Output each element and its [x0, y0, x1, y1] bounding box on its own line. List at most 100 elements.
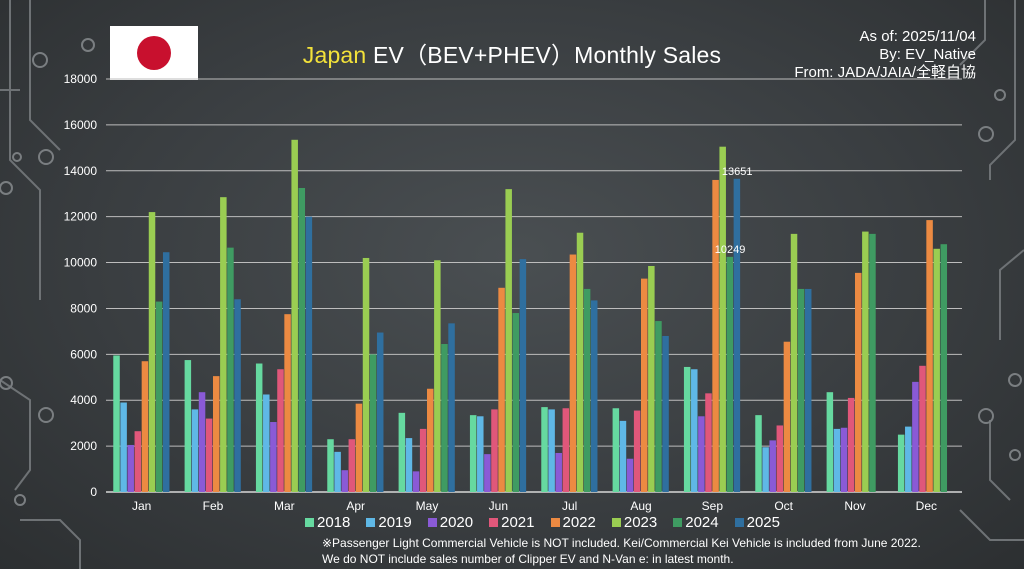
- bar-2022-feb: [213, 376, 220, 492]
- bar-2023-jun: [505, 189, 512, 492]
- bar-2018-jul: [541, 407, 548, 492]
- chart-footnote: ※Passenger Light Commercial Vehicle is N…: [322, 535, 921, 567]
- bar-2021-feb: [205, 418, 213, 492]
- bar-2022-mar: [284, 314, 291, 492]
- bar-2024-dec: [940, 244, 948, 492]
- bar-2024-jan: [155, 301, 163, 492]
- bar-2019-sep: [691, 369, 698, 492]
- bar-2024-mar: [298, 187, 306, 492]
- bar-2019-aug: [619, 420, 627, 492]
- x-tick-label: Sep: [702, 499, 724, 513]
- bar-2020-apr: [341, 470, 348, 492]
- bar-2023-oct: [790, 233, 798, 492]
- x-tick-label: Apr: [346, 499, 365, 513]
- bar-2023-jul: [576, 232, 584, 492]
- bar-2024-apr: [369, 354, 377, 492]
- legend-item-2022: 2022: [550, 514, 596, 531]
- footnote-line-1: ※Passenger Light Commercial Vehicle is N…: [322, 536, 921, 550]
- bar-2022-dec: [926, 220, 933, 492]
- y-tick-label: 14000: [64, 164, 98, 178]
- x-tick-label: Nov: [844, 499, 865, 513]
- bar-2025-jul: [590, 300, 598, 492]
- bar-2018-may: [398, 412, 406, 492]
- bar-2019-may: [405, 438, 413, 492]
- bar-2021-dec: [919, 365, 926, 492]
- bar-2020-may: [412, 471, 420, 492]
- bar-2024-nov: [869, 233, 876, 492]
- bar-2018-nov: [826, 392, 834, 492]
- bar-2022-apr: [355, 403, 363, 492]
- legend-swatch: [427, 518, 437, 527]
- bar-2023-may: [434, 260, 441, 492]
- legend-item-2020: 2020: [427, 514, 473, 531]
- bar-2022-jan: [141, 361, 149, 492]
- as-of-date: As of: 2025/11/04: [859, 28, 976, 45]
- bar-2023-apr: [362, 257, 370, 492]
- x-tick-label: Mar: [274, 499, 295, 513]
- y-tick-label: 6000: [70, 347, 97, 361]
- bar-2022-may: [427, 388, 434, 492]
- y-tick-label: 8000: [70, 301, 97, 315]
- bar-2020-sep: [698, 416, 705, 492]
- bar-2019-apr: [334, 451, 341, 492]
- legend-swatch: [366, 518, 376, 527]
- legend-label: 2019: [378, 514, 412, 531]
- chart-legend: 2018 2019 2020 2021 2022 2023 2024 2025: [305, 514, 780, 531]
- legend-swatch: [673, 518, 683, 527]
- bar-2021-oct: [776, 425, 784, 492]
- x-tick-label: Feb: [203, 499, 224, 513]
- bar-2019-nov: [833, 428, 841, 492]
- bar-2025-aug: [662, 335, 669, 492]
- bar-2020-feb: [198, 392, 206, 492]
- bar-2021-apr: [348, 439, 356, 492]
- bar-2019-dec: [905, 426, 912, 492]
- bar-2021-mar: [277, 369, 284, 492]
- chart-title: Japan EV（BEV+PHEV）Monthly Sales: [0, 36, 1024, 70]
- bar-2022-sep: [712, 179, 719, 492]
- bar-2025-oct: [804, 288, 812, 492]
- bar-2018-jun: [469, 415, 477, 492]
- bar-2021-nov: [847, 397, 855, 492]
- bar-2025-mar: [305, 216, 313, 492]
- bar-2025-apr: [376, 332, 384, 492]
- bar-2020-oct: [769, 440, 776, 492]
- x-tick-label: May: [416, 499, 439, 513]
- bar-2021-jun: [491, 409, 498, 492]
- bar-2021-may: [419, 428, 427, 492]
- bar-2025-may: [448, 323, 455, 492]
- bar-2018-apr: [327, 439, 334, 492]
- x-tick-label: Jul: [562, 499, 577, 513]
- bar-2024-oct: [797, 288, 805, 492]
- legend-label: 2022: [562, 514, 596, 531]
- bar-2018-dec: [897, 434, 905, 492]
- bar-2022-nov: [855, 272, 862, 492]
- y-tick-label: 16000: [64, 118, 98, 132]
- legend-swatch: [550, 518, 560, 527]
- data-label: 10249: [715, 244, 746, 256]
- y-tick-label: 12000: [64, 210, 98, 224]
- bar-2020-jun: [484, 454, 491, 492]
- bar-2018-feb: [184, 360, 192, 492]
- bar-2023-sep: [719, 146, 726, 493]
- x-tick-label: Jun: [489, 499, 508, 513]
- bar-2024-aug: [655, 321, 662, 492]
- bar-2020-aug: [626, 458, 634, 492]
- bar-2023-mar: [291, 139, 298, 492]
- legend-item-2018: 2018: [305, 514, 350, 531]
- bar-2025-jun: [519, 259, 527, 492]
- japan-flag-sun: [137, 36, 171, 70]
- bar-2019-jan: [120, 402, 127, 492]
- legend-swatch: [489, 518, 499, 527]
- bar-2019-oct: [762, 447, 769, 492]
- x-tick-label: Dec: [916, 499, 937, 513]
- x-tick-label: Aug: [630, 499, 651, 513]
- bar-2018-mar: [255, 363, 263, 492]
- bar-2018-oct: [755, 415, 762, 492]
- bar-2020-jul: [555, 452, 562, 492]
- y-tick-label: 2000: [70, 439, 97, 453]
- bar-2025-sep: [733, 178, 741, 492]
- chart-title-country: Japan: [302, 42, 367, 68]
- author-credit: By: EV_Native: [879, 46, 976, 63]
- bar-2018-sep: [683, 366, 691, 492]
